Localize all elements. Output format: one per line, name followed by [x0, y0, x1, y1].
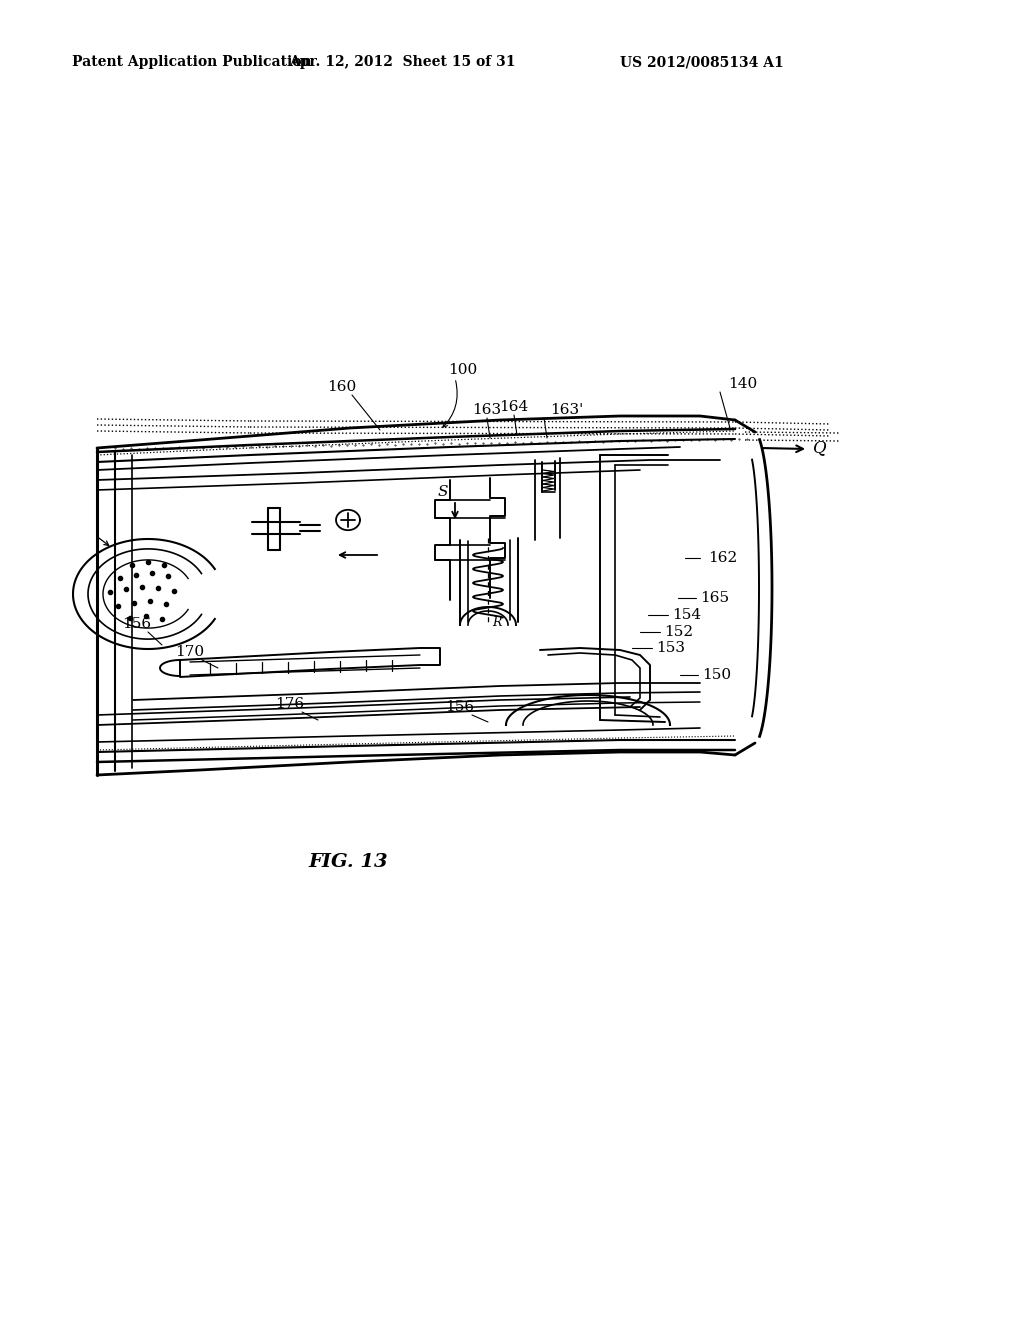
- Text: 100: 100: [449, 363, 477, 378]
- Text: 170: 170: [175, 645, 205, 659]
- Text: 162: 162: [708, 550, 737, 565]
- Text: US 2012/0085134 A1: US 2012/0085134 A1: [620, 55, 783, 69]
- Text: Patent Application Publication: Patent Application Publication: [72, 55, 311, 69]
- Text: S: S: [437, 484, 449, 499]
- Text: 160: 160: [328, 380, 356, 393]
- Text: 163: 163: [472, 403, 502, 417]
- Text: 150: 150: [702, 668, 731, 682]
- Text: 164: 164: [500, 400, 528, 414]
- Text: 156: 156: [445, 700, 474, 714]
- Text: 165: 165: [700, 591, 729, 605]
- Text: 154: 154: [672, 609, 701, 622]
- Text: 156: 156: [123, 616, 152, 631]
- Text: 153: 153: [656, 642, 685, 655]
- Text: 152: 152: [664, 624, 693, 639]
- Text: FIG. 13: FIG. 13: [308, 853, 388, 871]
- Text: 140: 140: [728, 378, 758, 391]
- Text: Q: Q: [813, 440, 826, 457]
- Text: 176: 176: [275, 697, 304, 711]
- Text: R: R: [493, 615, 502, 628]
- Text: 163': 163': [550, 403, 584, 417]
- Text: Apr. 12, 2012  Sheet 15 of 31: Apr. 12, 2012 Sheet 15 of 31: [289, 55, 515, 69]
